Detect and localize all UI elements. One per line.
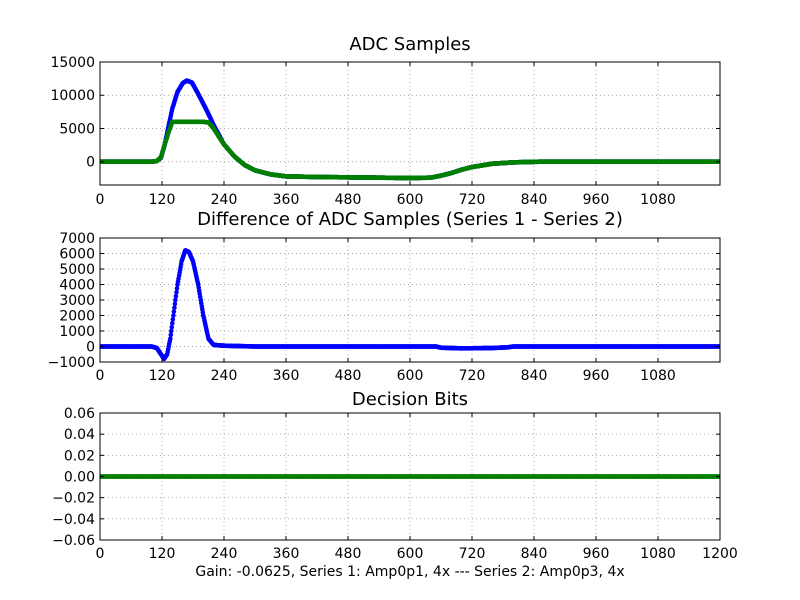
x-tick-label: 720	[459, 192, 486, 208]
data-point	[168, 336, 173, 342]
x-tick-label: 240	[211, 368, 238, 384]
data-point	[172, 305, 177, 311]
series-1	[100, 474, 720, 479]
y-tick-label: −1000	[48, 355, 95, 371]
x-tick-label: 1200	[702, 546, 738, 562]
x-tick-label: 840	[521, 192, 548, 208]
data-point	[169, 328, 174, 334]
data-point	[170, 317, 176, 322]
series-1	[100, 248, 720, 362]
decision-bits-chart: Decision Bits 0 120 240 360 480 600 720 840 960 10…	[52, 389, 738, 580]
chart-title: Decision Bits	[352, 389, 468, 410]
chart-title: ADC Samples	[349, 34, 470, 55]
data-point	[169, 324, 175, 330]
x-tick-label: 960	[583, 546, 610, 562]
chart-title: Difference of ADC Samples (Series 1 - Se…	[197, 209, 623, 230]
y-tick-label: 2000	[59, 309, 95, 325]
data-point	[173, 297, 178, 303]
x-tick-label: 0	[96, 546, 105, 562]
y-tick-label: 0	[86, 340, 95, 356]
data-point	[174, 290, 179, 295]
x-tick-label: 960	[583, 192, 610, 208]
series-2	[100, 119, 720, 181]
series-1	[100, 78, 720, 181]
x-tick-label: 1080	[640, 546, 676, 562]
x-tick-label: 720	[459, 546, 486, 562]
x-tick-label: 0	[96, 192, 105, 208]
x-tick-label: 720	[459, 368, 486, 384]
x-tick-label: 960	[583, 368, 610, 384]
difference-chart: Difference of ADC Samples (Series 1 - Se…	[48, 209, 721, 384]
data-point	[174, 286, 180, 291]
x-tick-label: 120	[149, 192, 176, 208]
y-tick-label: 10000	[50, 88, 95, 104]
x-tick-label: 360	[273, 192, 300, 208]
y-tick-label: 15000	[50, 55, 95, 71]
data-point	[172, 301, 178, 307]
y-tick-label: 1000	[59, 324, 95, 340]
adc-samples-chart: ADC Samples 0 120 240 360 480 600 720 840 960 1080…	[50, 34, 721, 208]
x-tick-label: 360	[273, 368, 300, 384]
x-tick-label: 480	[335, 546, 362, 562]
x-tick-label: 600	[397, 192, 424, 208]
data-point	[170, 321, 175, 326]
y-tick-label: 6000	[59, 247, 95, 263]
x-tick-label: 0	[96, 368, 105, 384]
x-tick-label: 1080	[640, 192, 676, 208]
x-tick-label: 120	[149, 546, 176, 562]
x-tick-label: 360	[273, 546, 300, 562]
data-point	[168, 332, 174, 338]
y-tick-label: −0.06	[52, 533, 95, 549]
data-point	[171, 309, 177, 314]
y-tick-label: 7000	[59, 231, 95, 247]
x-tick-label: 840	[521, 368, 548, 384]
x-tick-label: 1080	[640, 368, 676, 384]
x-tick-label: 600	[397, 368, 424, 384]
y-tick-label: 5000	[59, 121, 95, 137]
y-tick-label: 4000	[59, 278, 95, 294]
x-tick-label: 240	[211, 192, 238, 208]
x-tick-label: 480	[335, 368, 362, 384]
data-point	[171, 313, 176, 318]
y-tick-label: 0	[86, 155, 95, 171]
x-tick-label: 600	[397, 546, 424, 562]
x-tick-label: 120	[149, 368, 176, 384]
x-tick-label: 240	[211, 546, 238, 562]
x-tick-label: 840	[521, 546, 548, 562]
data-point	[173, 293, 179, 299]
x-tick-label: 480	[335, 192, 362, 208]
y-tick-label: 5000	[59, 262, 95, 278]
y-tick-label: 3000	[59, 293, 95, 309]
